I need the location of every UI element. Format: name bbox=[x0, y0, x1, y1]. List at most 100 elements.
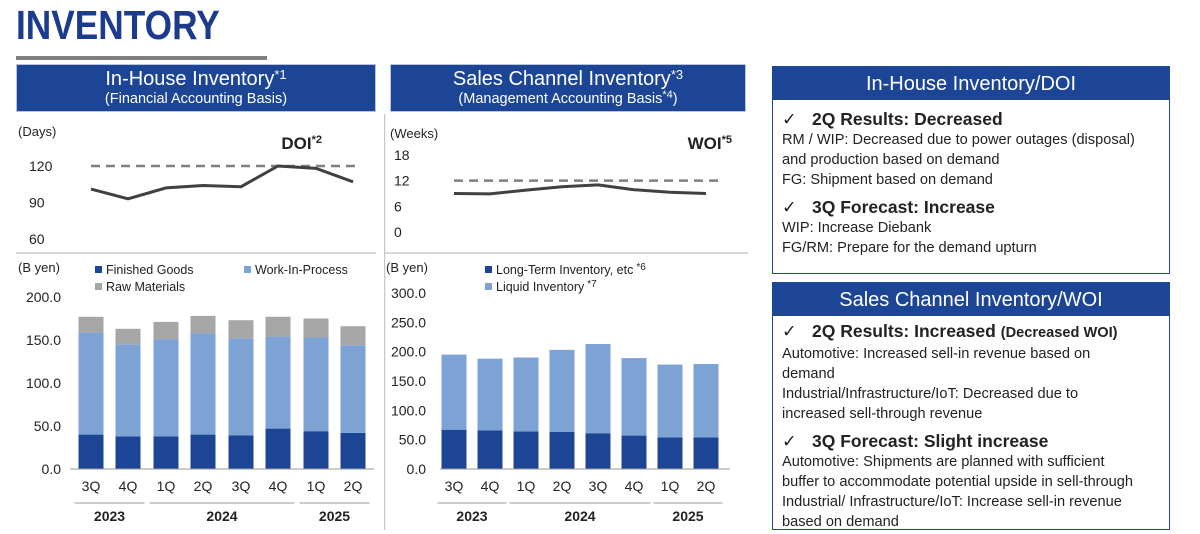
year-label: 2025 bbox=[672, 508, 703, 524]
inhouse-forecast-line: FG/RM: Prepare for the demand upturn bbox=[782, 240, 1037, 256]
bar-segment bbox=[657, 437, 683, 469]
inhouse-results-line: RM / WIP: Decreased due to power outages… bbox=[782, 132, 1135, 148]
x-tick-label: 1Q bbox=[307, 478, 326, 494]
inhouse-results-line: and production based on demand bbox=[782, 152, 1000, 168]
woi-series-line bbox=[453, 183, 707, 196]
x-tick-label: 2Q bbox=[553, 478, 572, 494]
doi-label: DOI*2 bbox=[281, 134, 322, 153]
legend-swatch bbox=[485, 283, 492, 290]
bar-segment bbox=[228, 320, 254, 339]
channel-forecast-line: Automotive: Shipments are planned with s… bbox=[782, 454, 1105, 470]
year-label: 2024 bbox=[564, 508, 595, 524]
x-tick-label: 2Q bbox=[194, 478, 213, 494]
year-label: 2023 bbox=[456, 508, 487, 524]
legend-swatch bbox=[485, 266, 492, 273]
y-tick-label: 250.0 bbox=[391, 314, 426, 330]
bar-segment bbox=[303, 431, 329, 469]
bar-segment bbox=[693, 364, 719, 438]
check-icon: ✓ bbox=[782, 109, 797, 129]
legend-label: Liquid Inventory *7 bbox=[496, 279, 597, 294]
bar-segment bbox=[585, 344, 611, 434]
channel-summary-box: ✓ 2Q Results: Increased (Decreased WOI) A… bbox=[772, 316, 1170, 530]
year-label: 2025 bbox=[319, 508, 350, 524]
bar-segment bbox=[441, 429, 467, 469]
bar-segment bbox=[190, 333, 216, 435]
channel-results-line: demand bbox=[782, 366, 835, 382]
legend-label: Work-In-Process bbox=[255, 263, 348, 277]
bar-segment bbox=[441, 354, 467, 430]
inhouse-forecast-heading: ✓ 3Q Forecast: Increase bbox=[782, 197, 995, 217]
bar-segment bbox=[190, 434, 216, 469]
y-tick-label: 120 bbox=[29, 158, 53, 174]
title-underline bbox=[16, 56, 267, 60]
x-tick-label: 3Q bbox=[232, 478, 251, 494]
bar-segment bbox=[115, 344, 141, 437]
page-title: INVENTORY bbox=[16, 2, 220, 48]
channel-summary-header: Sales Channel Inventory/WOI bbox=[772, 282, 1170, 316]
channel-panel-subtitle-note: *4 bbox=[662, 89, 673, 101]
bar-segment bbox=[228, 435, 254, 469]
channel-forecast-line: buffer to accommodate potential upside i… bbox=[782, 474, 1134, 490]
y-tick-label: 6 bbox=[394, 198, 402, 214]
x-tick-label: 1Q bbox=[157, 478, 176, 494]
x-tick-label: 3Q bbox=[445, 478, 464, 494]
inhouse-bar-unit-label: (B yen) bbox=[18, 260, 60, 275]
channel-results-line: increased sell-through revenue bbox=[782, 406, 983, 422]
y-tick-label: 150.0 bbox=[26, 332, 61, 348]
legend-label: Raw Materials bbox=[106, 280, 185, 294]
x-tick-label: 1Q bbox=[661, 478, 680, 494]
y-tick-label: 100.0 bbox=[391, 402, 426, 418]
legend-swatch bbox=[244, 266, 251, 273]
legend-swatch bbox=[95, 266, 102, 273]
channel-forecast-heading: ✓ 3Q Forecast: Slight increase bbox=[782, 431, 1049, 451]
woi-label: WOI*5 bbox=[688, 134, 732, 153]
x-tick-label: 4Q bbox=[481, 478, 500, 494]
bar-segment bbox=[153, 339, 179, 437]
bar-segment bbox=[303, 318, 329, 338]
bar-segment bbox=[265, 316, 291, 337]
bar-segment bbox=[190, 315, 216, 334]
bar-segment bbox=[477, 430, 503, 469]
inhouse-panel-title: In-House Inventory bbox=[105, 68, 275, 90]
x-tick-label: 4Q bbox=[269, 478, 288, 494]
bar-segment bbox=[477, 358, 503, 431]
channel-bar-unit-label: (B yen) bbox=[386, 260, 428, 275]
y-tick-label: 200.0 bbox=[391, 344, 426, 360]
bar-segment bbox=[693, 437, 719, 469]
bar-segment bbox=[621, 435, 647, 469]
channel-results-line: Industrial/Infrastructure/IoT: Decreased… bbox=[782, 386, 1079, 402]
bar-segment bbox=[340, 432, 366, 469]
bar-segment bbox=[549, 349, 575, 432]
bar-segment bbox=[153, 321, 179, 340]
year-label: 2024 bbox=[206, 508, 237, 524]
x-tick-label: 2Q bbox=[344, 478, 363, 494]
bar-segment bbox=[265, 428, 291, 469]
bar-segment bbox=[340, 326, 366, 346]
x-tick-label: 2Q bbox=[697, 478, 716, 494]
bar-segment bbox=[153, 436, 179, 469]
check-icon: ✓ bbox=[782, 197, 797, 217]
x-tick-label: 1Q bbox=[517, 478, 536, 494]
inhouse-chart: (Days) DOI*2 60 90 120 (B yen) Finished Go… bbox=[16, 124, 376, 524]
x-tick-label: 4Q bbox=[119, 478, 138, 494]
inhouse-summary-box: ✓ 2Q Results: Decreased RM / WIP: Decreas… bbox=[772, 100, 1170, 274]
inhouse-panel-title-note: *1 bbox=[274, 67, 287, 82]
y-tick-label: 100.0 bbox=[26, 375, 61, 391]
bar-segment bbox=[513, 431, 539, 469]
y-tick-label: 60 bbox=[29, 231, 45, 247]
bar-segment bbox=[115, 328, 141, 345]
y-tick-label: 0.0 bbox=[407, 461, 427, 477]
bar-segment bbox=[549, 432, 575, 469]
legend-swatch bbox=[95, 283, 102, 290]
y-tick-label: 200.0 bbox=[26, 289, 61, 305]
x-tick-label: 4Q bbox=[625, 478, 644, 494]
channel-panel-title: Sales Channel Inventory bbox=[452, 68, 671, 90]
x-tick-label: 3Q bbox=[82, 478, 101, 494]
bar-segment bbox=[340, 345, 366, 433]
inhouse-results-line: FG: Shipment based on demand bbox=[782, 172, 993, 188]
y-tick-label: 50.0 bbox=[399, 432, 426, 448]
channel-results-heading: ✓ 2Q Results: Increased (Decreased WOI) bbox=[782, 321, 1118, 341]
bar-segment bbox=[115, 436, 141, 469]
bar-segment bbox=[78, 316, 104, 333]
doi-unit-label: (Days) bbox=[18, 124, 56, 139]
